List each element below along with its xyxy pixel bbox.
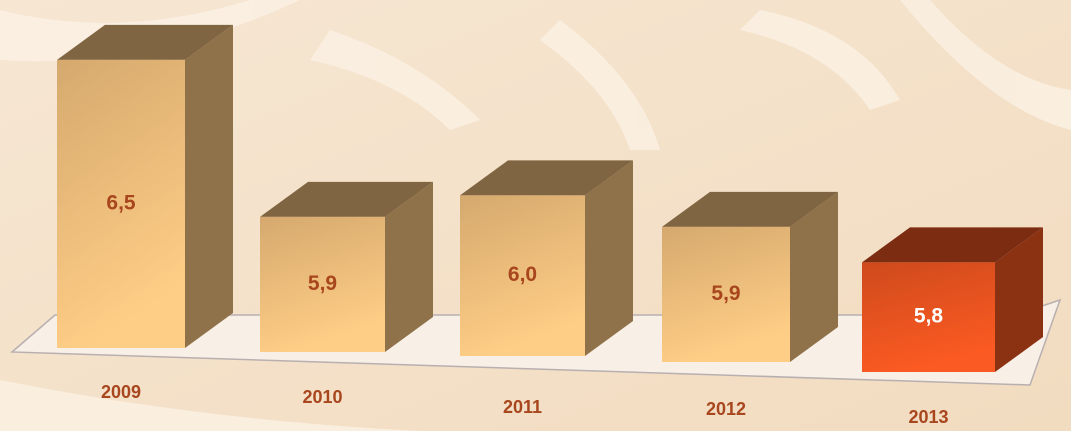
value-label: 6,0: [508, 263, 537, 286]
value-label: 5,9: [711, 282, 740, 305]
x-tick-label: 2013: [908, 407, 948, 427]
x-tick-label: 2009: [101, 382, 141, 402]
value-label: 6,5: [106, 191, 136, 214]
x-tick-label: 2012: [706, 399, 746, 419]
value-label: 5,8: [914, 305, 944, 328]
value-label: 5,9: [308, 272, 337, 295]
chart: 6,5 2009 5,9 2010 6,0 2011 5,9 2012 5,8 2013: [0, 0, 1071, 431]
x-tick-label: 2011: [503, 397, 542, 417]
x-tick-label: 2010: [302, 387, 342, 407]
bar-side: [185, 25, 233, 348]
